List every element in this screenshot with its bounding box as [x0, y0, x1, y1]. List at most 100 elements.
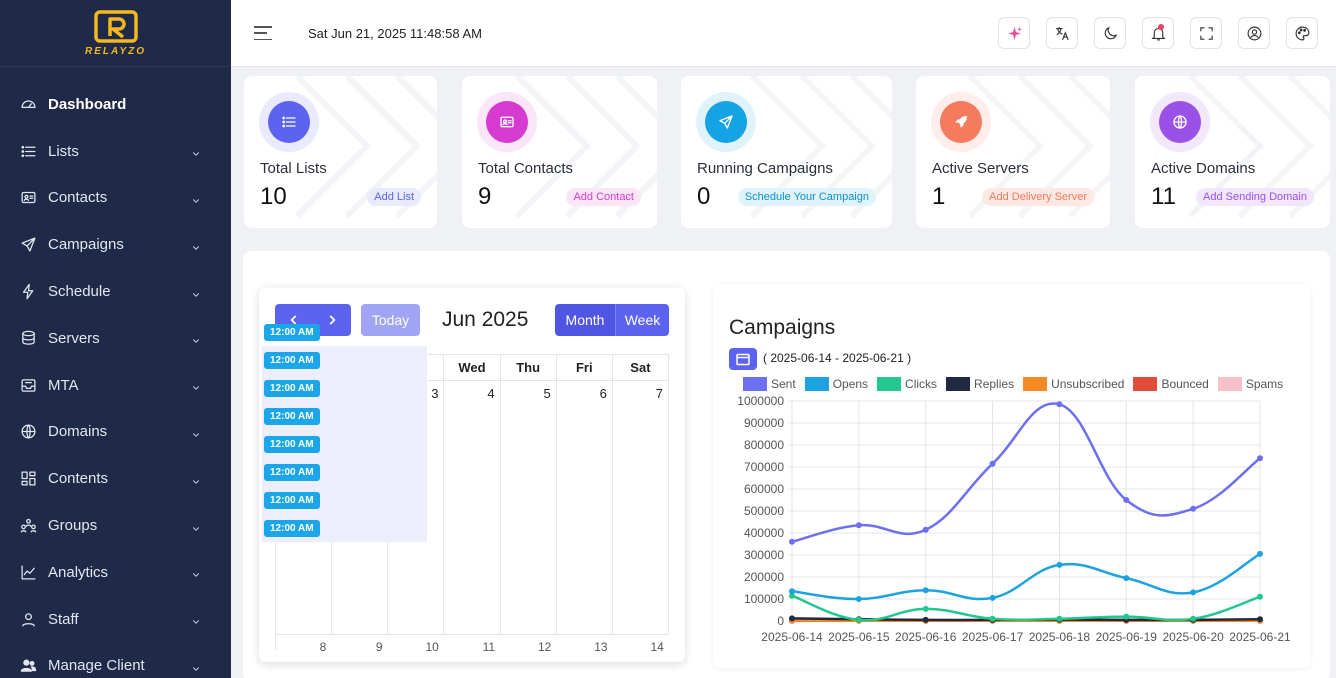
sidebar-item-groups[interactable]: Groups: [0, 502, 231, 549]
calendar-event[interactable]: 12:00 AM: [264, 351, 320, 369]
weekday-wed: Wed: [444, 355, 501, 380]
logo[interactable]: RELAYZO: [0, 0, 231, 67]
sidebar-item-schedule[interactable]: Schedule: [0, 268, 231, 315]
calendar-event[interactable]: 12:00 AM: [264, 379, 320, 397]
calendar-day-number[interactable]: 5: [543, 386, 551, 401]
sidebar-item-label: Campaigns: [48, 236, 124, 254]
sidebar-item-lists[interactable]: Lists: [0, 128, 231, 175]
menu-toggle-icon[interactable]: [254, 26, 272, 40]
bolt-icon: [22, 283, 33, 300]
y-tick-label: 800000: [744, 438, 784, 452]
calendar-event[interactable]: 12:00 AM: [264, 323, 320, 341]
groups-icon: [20, 518, 36, 533]
sidebar-item-label: Servers: [48, 329, 100, 347]
calendar-day-number[interactable]: 8: [319, 640, 327, 654]
legend-label: Sent: [771, 377, 796, 391]
chevron-down-icon: [193, 433, 199, 437]
calendar-day-number[interactable]: 13: [594, 640, 608, 654]
calendar-event[interactable]: 12:00 AM: [264, 519, 320, 537]
chevron-down-icon: [193, 152, 199, 156]
x-tick-label: 2025-06-16: [895, 630, 957, 644]
calendar-day-number[interactable]: 7: [655, 386, 663, 401]
theme-button[interactable]: [1286, 17, 1318, 49]
sidebar-item-campaigns[interactable]: Campaigns: [0, 221, 231, 268]
current-datetime: Sat Jun 21, 2025 11:48:58 AM: [308, 25, 482, 41]
legend-item-bounced[interactable]: Bounced: [1133, 377, 1209, 391]
legend-item-opens[interactable]: Opens: [804, 377, 868, 391]
calendar-day-cell[interactable]: 7: [613, 381, 669, 634]
stat-title: Running Campaigns: [697, 160, 833, 177]
sidebar-item-manage-client[interactable]: Manage Client: [0, 643, 231, 678]
calendar-day-number[interactable]: 10: [425, 640, 439, 654]
sidebar-item-label: Manage Client: [48, 657, 145, 675]
topbar: Sat Jun 21, 2025 11:48:58 AM: [231, 0, 1336, 67]
calendar-day-cell[interactable]: 5: [501, 381, 557, 634]
date-range-picker-button[interactable]: [729, 348, 757, 370]
calendar-day-number[interactable]: 4: [487, 386, 495, 401]
legend-swatch: [1023, 377, 1048, 391]
legend-item-spams[interactable]: Spams: [1217, 377, 1283, 391]
fullscreen-icon: [1199, 26, 1213, 40]
legend-label: Replies: [974, 377, 1015, 391]
sidebar-item-domains[interactable]: Domains: [0, 409, 231, 456]
data-point-opens: [1123, 575, 1130, 582]
calendar-event[interactable]: 12:00 AM: [264, 407, 320, 425]
user-icon: [1247, 26, 1261, 40]
notifications-button[interactable]: [1142, 17, 1174, 49]
sidebar-item-contacts[interactable]: Contacts: [0, 175, 231, 222]
calendar-event[interactable]: 12:00 AM: [264, 435, 320, 453]
sidebar-item-mta[interactable]: MTA: [0, 362, 231, 409]
calendar-month-view-button[interactable]: Month: [555, 304, 615, 336]
sidebar-item-label: Dashboard: [48, 95, 127, 113]
sidebar-item-contents[interactable]: Contents: [0, 455, 231, 502]
ai-sparkle-button[interactable]: [998, 17, 1030, 49]
stat-action-badge[interactable]: Add Delivery Server: [982, 188, 1094, 206]
sidebar-item-analytics[interactable]: Analytics: [0, 549, 231, 596]
calendar-event[interactable]: 12:00 AM: [264, 463, 320, 481]
chart-date-range: ( 2025-06-14 - 2025-06-21 ): [763, 351, 912, 365]
sidebar-item-servers[interactable]: Servers: [0, 315, 231, 362]
sparkle-icon: [1007, 26, 1022, 40]
calendar-day-number[interactable]: 9: [375, 640, 383, 654]
calendar-day-cell[interactable]: 6: [557, 381, 613, 634]
data-point-clicks: [1257, 593, 1263, 600]
data-point-opens: [989, 594, 996, 601]
sidebar-item-staff[interactable]: Staff: [0, 596, 231, 643]
bolt-icon-wrap: [19, 283, 37, 301]
sidebar-item-label: Contents: [48, 470, 109, 488]
data-point-replies: [789, 615, 795, 622]
profile-button[interactable]: [1238, 17, 1270, 49]
stat-value: 1: [932, 183, 946, 210]
y-tick-label: 100000: [744, 592, 784, 606]
calendar-day-number[interactable]: 3: [431, 386, 439, 401]
calendar-day-number[interactable]: 6: [599, 386, 607, 401]
legend-label: Unsubscribed: [1051, 377, 1125, 391]
sidebar-item-dashboard[interactable]: Dashboard: [0, 81, 231, 128]
language-button[interactable]: [1046, 17, 1078, 49]
dark-mode-button[interactable]: [1094, 17, 1126, 49]
translate-icon: [1055, 26, 1069, 40]
calendar-day-number[interactable]: 14: [650, 640, 664, 654]
moon-icon: [1104, 26, 1117, 39]
series-line-opens: [791, 552, 1261, 601]
chevron-down-icon: [193, 573, 199, 578]
stat-action-badge[interactable]: Add List: [367, 188, 421, 206]
legend-label: Clicks: [905, 377, 938, 391]
stat-action-badge[interactable]: Schedule Your Campaign: [737, 188, 876, 206]
calendar-day-number[interactable]: 11: [482, 640, 496, 654]
calendar-event[interactable]: 12:00 AM: [264, 491, 320, 509]
chevron-down-icon: [193, 667, 199, 671]
stat-action-badge[interactable]: Add Sending Domain: [1196, 188, 1314, 206]
legend-item-clicks[interactable]: Clicks: [877, 377, 937, 391]
fullscreen-button[interactable]: [1190, 17, 1222, 49]
calendar-day-cell[interactable]: 4: [444, 381, 501, 634]
stat-action-badge[interactable]: Add Contact: [566, 188, 641, 206]
legend-item-replies[interactable]: Replies: [946, 377, 1014, 391]
calendar-week-view-button[interactable]: Week: [615, 304, 669, 336]
calendar-day-cell[interactable]: 3: [388, 381, 445, 634]
calendar-today-button[interactable]: Today: [361, 304, 420, 336]
legend-item-sent[interactable]: Sent: [743, 377, 796, 391]
data-point-clicks: [1190, 615, 1197, 622]
legend-item-unsubscribed[interactable]: Unsubscribed: [1023, 377, 1124, 391]
calendar-day-number[interactable]: 12: [537, 640, 552, 654]
